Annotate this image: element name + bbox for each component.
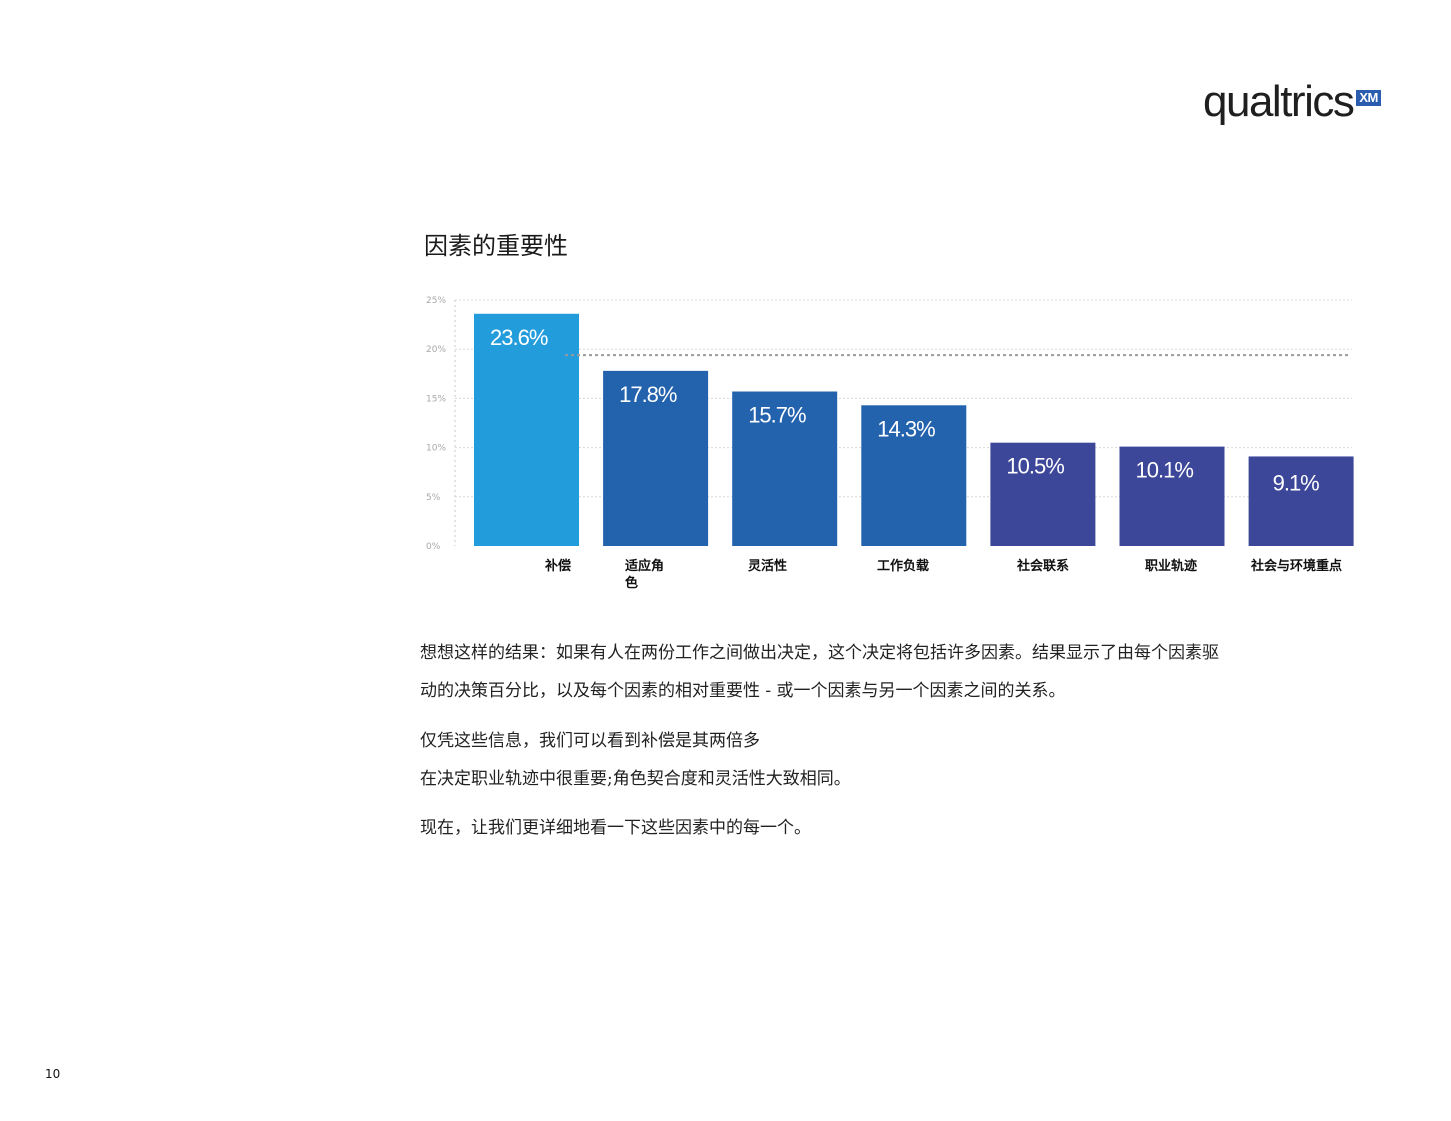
page-number: 10 [45, 1067, 61, 1081]
data-label: 10.1% [1136, 458, 1194, 483]
paragraph-3: 现在，让我们更详细地看一下这些因素中的每一个。 [420, 809, 811, 847]
category-label: 社会联系 [1016, 558, 1069, 574]
logo-wordmark: qualtrics [1203, 77, 1355, 126]
y-tick-label: 15% [426, 394, 446, 404]
data-label: 17.8% [619, 382, 677, 407]
bar-chart: 0% 5% 10% 15% 20% 25% 23.6% 17.8% 15.7% 14.3% 10.5… [426, 296, 1354, 591]
paragraph-1-line-2: 动的决策百分比，以及每个因素的相对重要性 - 或一个因素与另一个因素之间的关系。 [420, 681, 1066, 701]
category-label: 职业轨迹 [1145, 558, 1197, 574]
data-label: 15.7% [748, 403, 806, 428]
bar [861, 405, 967, 546]
qualtrics-logo: qualtrics XM [1203, 80, 1381, 140]
category-label: 适应角 [625, 558, 664, 574]
category-label: 色 [625, 575, 638, 591]
paragraph-1-line-1: 想想这样的结果：如果有人在两份工作之间做出决定，这个决定将包括许多因素。结果显示… [420, 643, 1219, 663]
data-label: 10.5% [1006, 454, 1064, 479]
y-tick-label: 25% [426, 296, 446, 306]
category-label: 社会与环境重点 [1250, 558, 1342, 574]
paragraph-1: 想想这样的结果：如果有人在两份工作之间做出决定，这个决定将包括许多因素。结果显示… [420, 634, 1219, 710]
paragraph-2: 仅凭这些信息，我们可以看到补偿是其两倍多 在决定职业轨迹中很重要;角色契合度和灵… [420, 722, 851, 798]
bar [1119, 446, 1225, 546]
data-label: 9.1% [1273, 470, 1320, 495]
data-label: 23.6% [490, 325, 548, 350]
chart-title: 因素的重要性 [424, 232, 568, 260]
y-tick-label: 10% [426, 444, 446, 454]
data-label: 14.3% [877, 416, 935, 441]
y-tick-label: 20% [426, 345, 446, 355]
y-tick-label: 5% [426, 493, 441, 503]
paragraph-3-line-1: 现在，让我们更详细地看一下这些因素中的每一个。 [420, 818, 811, 838]
y-tick-label: 0% [426, 542, 441, 552]
paragraph-2-line-2: 在决定职业轨迹中很重要;角色契合度和灵活性大致相同。 [420, 769, 851, 789]
category-label: 补偿 [544, 558, 571, 574]
bar [990, 442, 1096, 546]
bar [603, 370, 709, 546]
bar [474, 313, 579, 546]
paragraph-2-line-1: 仅凭这些信息，我们可以看到补偿是其两倍多 [420, 731, 760, 751]
bar [732, 391, 838, 546]
logo-xm-mark: XM [1356, 90, 1381, 107]
category-label: 工作负载 [877, 558, 929, 574]
category-label: 灵活性 [748, 558, 787, 574]
bar [1248, 456, 1354, 546]
